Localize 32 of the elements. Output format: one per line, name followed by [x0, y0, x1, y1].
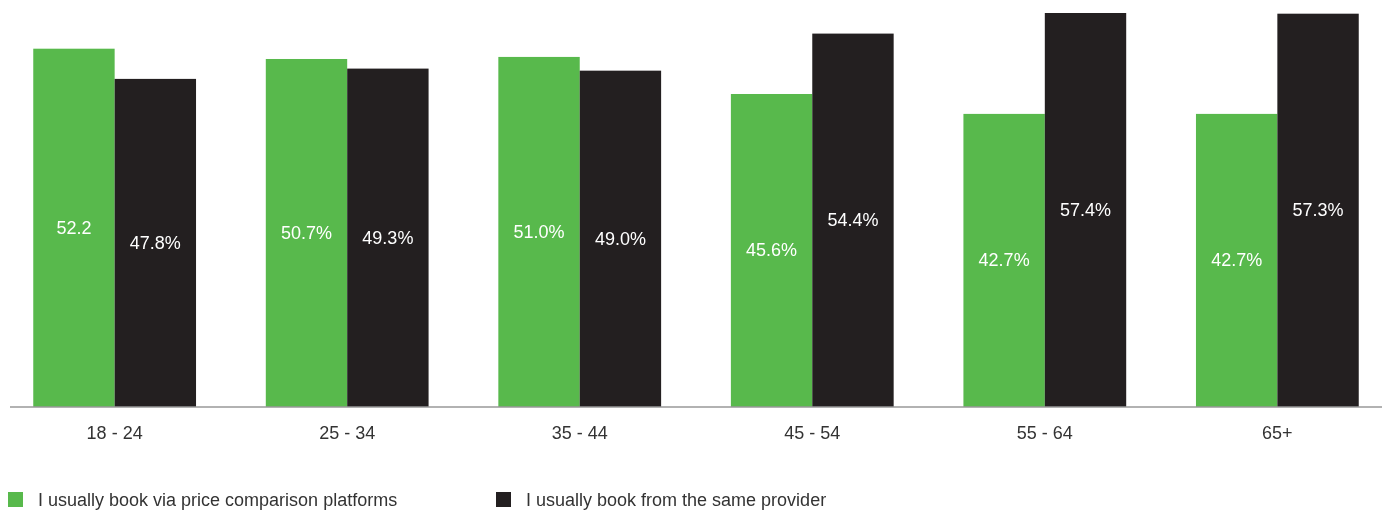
data-label: 42.7%: [978, 250, 1030, 271]
bar: [1195, 113, 1278, 407]
data-label: 57.4%: [1059, 200, 1112, 220]
bar: [498, 56, 580, 407]
data-label: 51.0%: [513, 221, 565, 242]
x-tick-label: 55 - 64: [1016, 423, 1073, 443]
x-tick-label: 35 - 44: [551, 423, 608, 443]
bar: [114, 78, 197, 407]
legend-label: I usually book via price comparison platforms: [38, 490, 398, 510]
bar: [1044, 13, 1127, 407]
x-tick-label: 18 - 24: [86, 423, 143, 443]
bar: [1277, 13, 1359, 407]
bar: [347, 68, 429, 407]
x-tick-label: 45 - 54: [784, 423, 841, 443]
bar: [963, 113, 1045, 407]
data-label: 49.3%: [362, 227, 414, 248]
x-tick-label: 65+: [1262, 423, 1293, 443]
x-tick-label: 25 - 34: [319, 423, 376, 443]
data-label: 49.0%: [594, 228, 646, 249]
bar: [579, 70, 662, 407]
bar: [812, 33, 894, 407]
bar: [730, 94, 813, 407]
data-label: 47.8%: [129, 232, 181, 253]
data-label: 50.7%: [280, 222, 333, 243]
data-label: 54.4%: [827, 210, 879, 231]
bar: [33, 48, 115, 407]
data-label: 52.2: [56, 217, 92, 238]
legend-label: I usually book from the same provider: [526, 490, 827, 510]
data-label: 45.6%: [746, 240, 798, 261]
data-label: 42.7%: [1211, 250, 1263, 271]
bar: [265, 58, 348, 407]
data-label: 57.3%: [1292, 200, 1344, 221]
